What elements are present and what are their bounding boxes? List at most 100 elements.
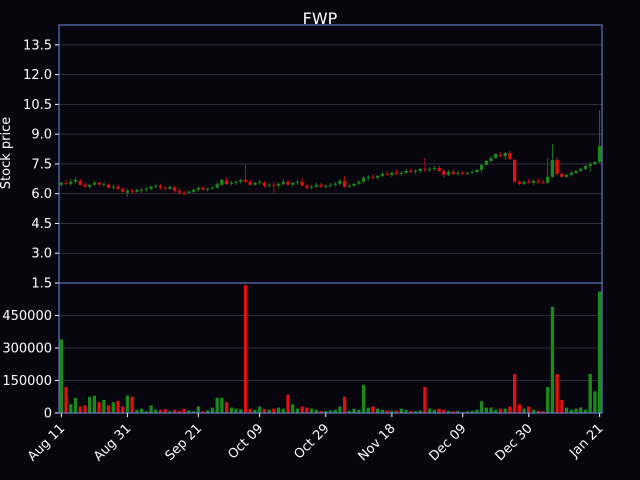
volume-bar	[286, 394, 290, 413]
volume-bar	[461, 411, 465, 413]
candle-body	[324, 185, 328, 187]
volume-bar	[418, 410, 422, 413]
volume-bar	[262, 409, 267, 413]
volume-bar	[465, 411, 470, 413]
volume-bar	[352, 408, 356, 413]
volume-bar	[409, 410, 413, 413]
volume-bar	[541, 411, 545, 413]
volume-bar	[291, 404, 295, 413]
volume-bar	[224, 402, 229, 413]
volume-bar	[116, 401, 120, 413]
volume-bar	[281, 408, 285, 413]
volume-bar	[121, 406, 125, 413]
volume-bar	[111, 402, 115, 413]
volume-bar	[97, 402, 101, 413]
volume-bar	[390, 410, 394, 413]
volume-tick-label: 300000	[2, 342, 52, 357]
candle-body	[470, 171, 474, 173]
volume-bar	[489, 407, 493, 413]
volume-bar	[338, 406, 342, 413]
candle-body	[130, 190, 134, 192]
candle-body	[555, 159, 559, 174]
candle-body	[281, 181, 285, 184]
volume-bar	[494, 409, 498, 413]
candle-body	[475, 169, 479, 172]
candle-body	[489, 157, 493, 161]
candle-body	[206, 188, 210, 190]
candle-body	[215, 183, 219, 188]
candle-body	[579, 168, 583, 171]
price-tick-label: 1.5	[31, 277, 52, 292]
candle-body	[319, 184, 323, 187]
candle-body	[437, 167, 441, 171]
volume-bar	[380, 409, 385, 413]
candle-body	[59, 182, 64, 185]
volume-bar	[428, 408, 432, 413]
volume-bar	[102, 400, 106, 413]
candle-body	[588, 163, 592, 166]
candle-body	[479, 164, 484, 170]
volume-bar	[432, 409, 437, 413]
candle-body	[196, 187, 200, 190]
volume-bar	[154, 409, 158, 413]
candle-body	[508, 153, 512, 159]
volume-bar	[343, 396, 347, 413]
candle-body	[574, 170, 578, 173]
candle-body	[234, 181, 238, 183]
volume-bar	[309, 408, 314, 413]
candle-body	[376, 175, 380, 178]
volume-bar	[314, 409, 318, 413]
candle-body	[536, 180, 540, 182]
candle-body	[399, 172, 403, 174]
volume-bar	[555, 374, 559, 413]
candle-body	[229, 182, 233, 184]
volume-bar	[531, 409, 536, 413]
candle-body	[248, 181, 252, 185]
volume-bar	[191, 411, 196, 413]
volume-bar	[579, 407, 583, 413]
candle-body	[338, 180, 342, 184]
candle-body	[371, 176, 375, 178]
candle-body	[102, 183, 106, 185]
volume-tick-label: 0	[44, 407, 52, 422]
volume-bar	[234, 408, 238, 413]
volume-tick-label: 450000	[2, 309, 52, 324]
candle-body	[83, 184, 87, 187]
candle-body	[343, 180, 347, 187]
volume-bar	[163, 409, 167, 413]
volume-bar	[347, 410, 352, 413]
candle-body	[512, 159, 517, 182]
candle-body	[243, 179, 248, 182]
volume-bar	[479, 401, 484, 413]
price-tick-label: 12.0	[23, 68, 52, 83]
price-axis-label: Stock price	[0, 117, 14, 189]
volume-bar	[239, 409, 243, 413]
volume-bar	[517, 404, 522, 413]
candle-body	[262, 182, 267, 186]
volume-bar	[442, 409, 446, 413]
volume-bars	[59, 285, 602, 413]
candle-body	[569, 172, 573, 175]
volume-bar	[295, 408, 300, 413]
volume-bar	[173, 409, 177, 413]
volume-bar	[253, 409, 257, 413]
volume-bar	[583, 409, 588, 413]
candle-body	[286, 181, 290, 185]
candle-body	[92, 182, 97, 185]
candle-body	[522, 181, 526, 184]
volume-bar	[177, 410, 182, 413]
volume-bar	[139, 408, 144, 413]
candle-body	[106, 184, 111, 188]
volume-bar	[328, 410, 333, 413]
candle-body	[380, 173, 385, 176]
candle-body	[352, 183, 356, 186]
price-tick-label: 4.5	[31, 217, 52, 232]
volume-bar	[187, 410, 191, 413]
candle-body	[276, 183, 281, 186]
candle-body	[366, 176, 370, 178]
candle-body	[517, 181, 522, 184]
candle-body	[177, 190, 182, 193]
volume-bar	[357, 409, 361, 413]
price-axis-ticks: 1.5 3.0 4.5 6.0 7.5 9.0 10.5 12.0 13.5	[23, 38, 59, 292]
volume-bar	[498, 408, 503, 413]
